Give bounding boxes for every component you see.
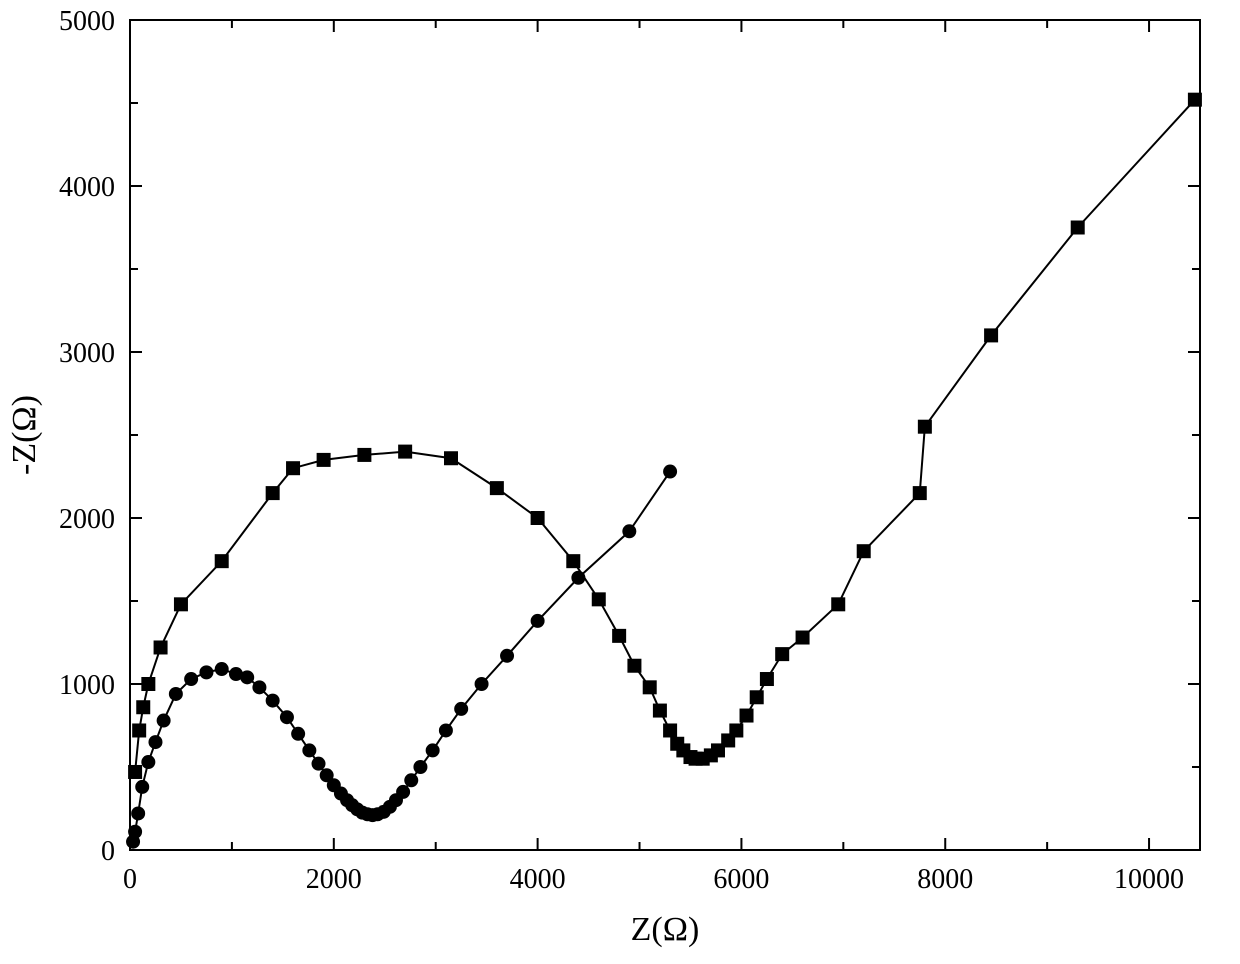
marker-circle xyxy=(663,465,677,479)
marker-square xyxy=(286,461,300,475)
marker-square xyxy=(750,690,764,704)
y-tick-label: 4000 xyxy=(59,172,115,203)
marker-circle xyxy=(128,825,142,839)
y-tick-label: 1000 xyxy=(59,670,115,701)
nyquist-plot: 0 2000 4000 6000 8000 10000 Z(Ω) 0 1000 2000 3000 4… xyxy=(0,0,1240,964)
marker-square xyxy=(612,629,626,643)
marker-circle xyxy=(302,743,316,757)
marker-circle xyxy=(500,649,514,663)
marker-square xyxy=(174,597,188,611)
marker-square xyxy=(1071,221,1085,235)
marker-square xyxy=(775,647,789,661)
marker-square xyxy=(141,677,155,691)
marker-square xyxy=(490,481,504,495)
marker-circle xyxy=(571,571,585,585)
marker-square xyxy=(398,445,412,459)
marker-circle xyxy=(439,723,453,737)
marker-square xyxy=(653,704,667,718)
x-tick-label: 10000 xyxy=(1114,864,1184,895)
marker-circle xyxy=(531,614,545,628)
marker-circle xyxy=(291,727,305,741)
marker-square xyxy=(857,544,871,558)
marker-circle xyxy=(454,702,468,716)
x-tick-label: 2000 xyxy=(306,864,362,895)
x-tick-label: 0 xyxy=(123,864,137,895)
marker-square xyxy=(918,420,932,434)
y-tick-label: 3000 xyxy=(59,338,115,369)
marker-square xyxy=(984,328,998,342)
marker-square xyxy=(663,723,677,737)
marker-circle xyxy=(413,760,427,774)
marker-circle xyxy=(215,662,229,676)
marker-circle xyxy=(240,670,254,684)
marker-square xyxy=(729,723,743,737)
marker-square xyxy=(154,640,168,654)
marker-square xyxy=(128,765,142,779)
marker-circle xyxy=(426,743,440,757)
marker-square xyxy=(444,451,458,465)
marker-square xyxy=(627,659,641,673)
marker-square xyxy=(643,680,657,694)
x-axis-label: Z(Ω) xyxy=(631,911,700,948)
y-tick-label: 0 xyxy=(101,836,115,867)
y-tick-label: 5000 xyxy=(59,6,115,37)
marker-square xyxy=(831,597,845,611)
marker-square xyxy=(796,631,810,645)
marker-square xyxy=(132,723,146,737)
y-axis-label: -Z(Ω) xyxy=(6,395,43,475)
marker-square xyxy=(317,453,331,467)
x-tick-label: 6000 xyxy=(713,864,769,895)
marker-circle xyxy=(404,773,418,787)
chart-svg: 0 2000 4000 6000 8000 10000 Z(Ω) 0 1000 2000 3000 4… xyxy=(0,0,1240,964)
marker-circle xyxy=(280,710,294,724)
marker-circle xyxy=(169,687,183,701)
marker-square xyxy=(566,554,580,568)
x-tick-label: 8000 xyxy=(917,864,973,895)
marker-square xyxy=(136,700,150,714)
x-tick-label: 4000 xyxy=(510,864,566,895)
marker-square xyxy=(1188,93,1202,107)
marker-circle xyxy=(157,714,171,728)
marker-circle xyxy=(135,780,149,794)
marker-circle xyxy=(252,680,266,694)
marker-square xyxy=(215,554,229,568)
marker-circle xyxy=(131,806,145,820)
marker-circle xyxy=(475,677,489,691)
marker-square xyxy=(357,448,371,462)
marker-square xyxy=(592,592,606,606)
marker-circle xyxy=(184,672,198,686)
marker-square xyxy=(531,511,545,525)
marker-circle xyxy=(199,665,213,679)
marker-circle xyxy=(312,757,326,771)
y-tick-label: 2000 xyxy=(59,504,115,535)
marker-circle xyxy=(266,694,280,708)
marker-circle xyxy=(148,735,162,749)
marker-circle xyxy=(141,755,155,769)
marker-circle xyxy=(396,785,410,799)
marker-square xyxy=(760,672,774,686)
marker-square xyxy=(913,486,927,500)
marker-circle xyxy=(622,524,636,538)
marker-square xyxy=(740,709,754,723)
marker-square xyxy=(266,486,280,500)
